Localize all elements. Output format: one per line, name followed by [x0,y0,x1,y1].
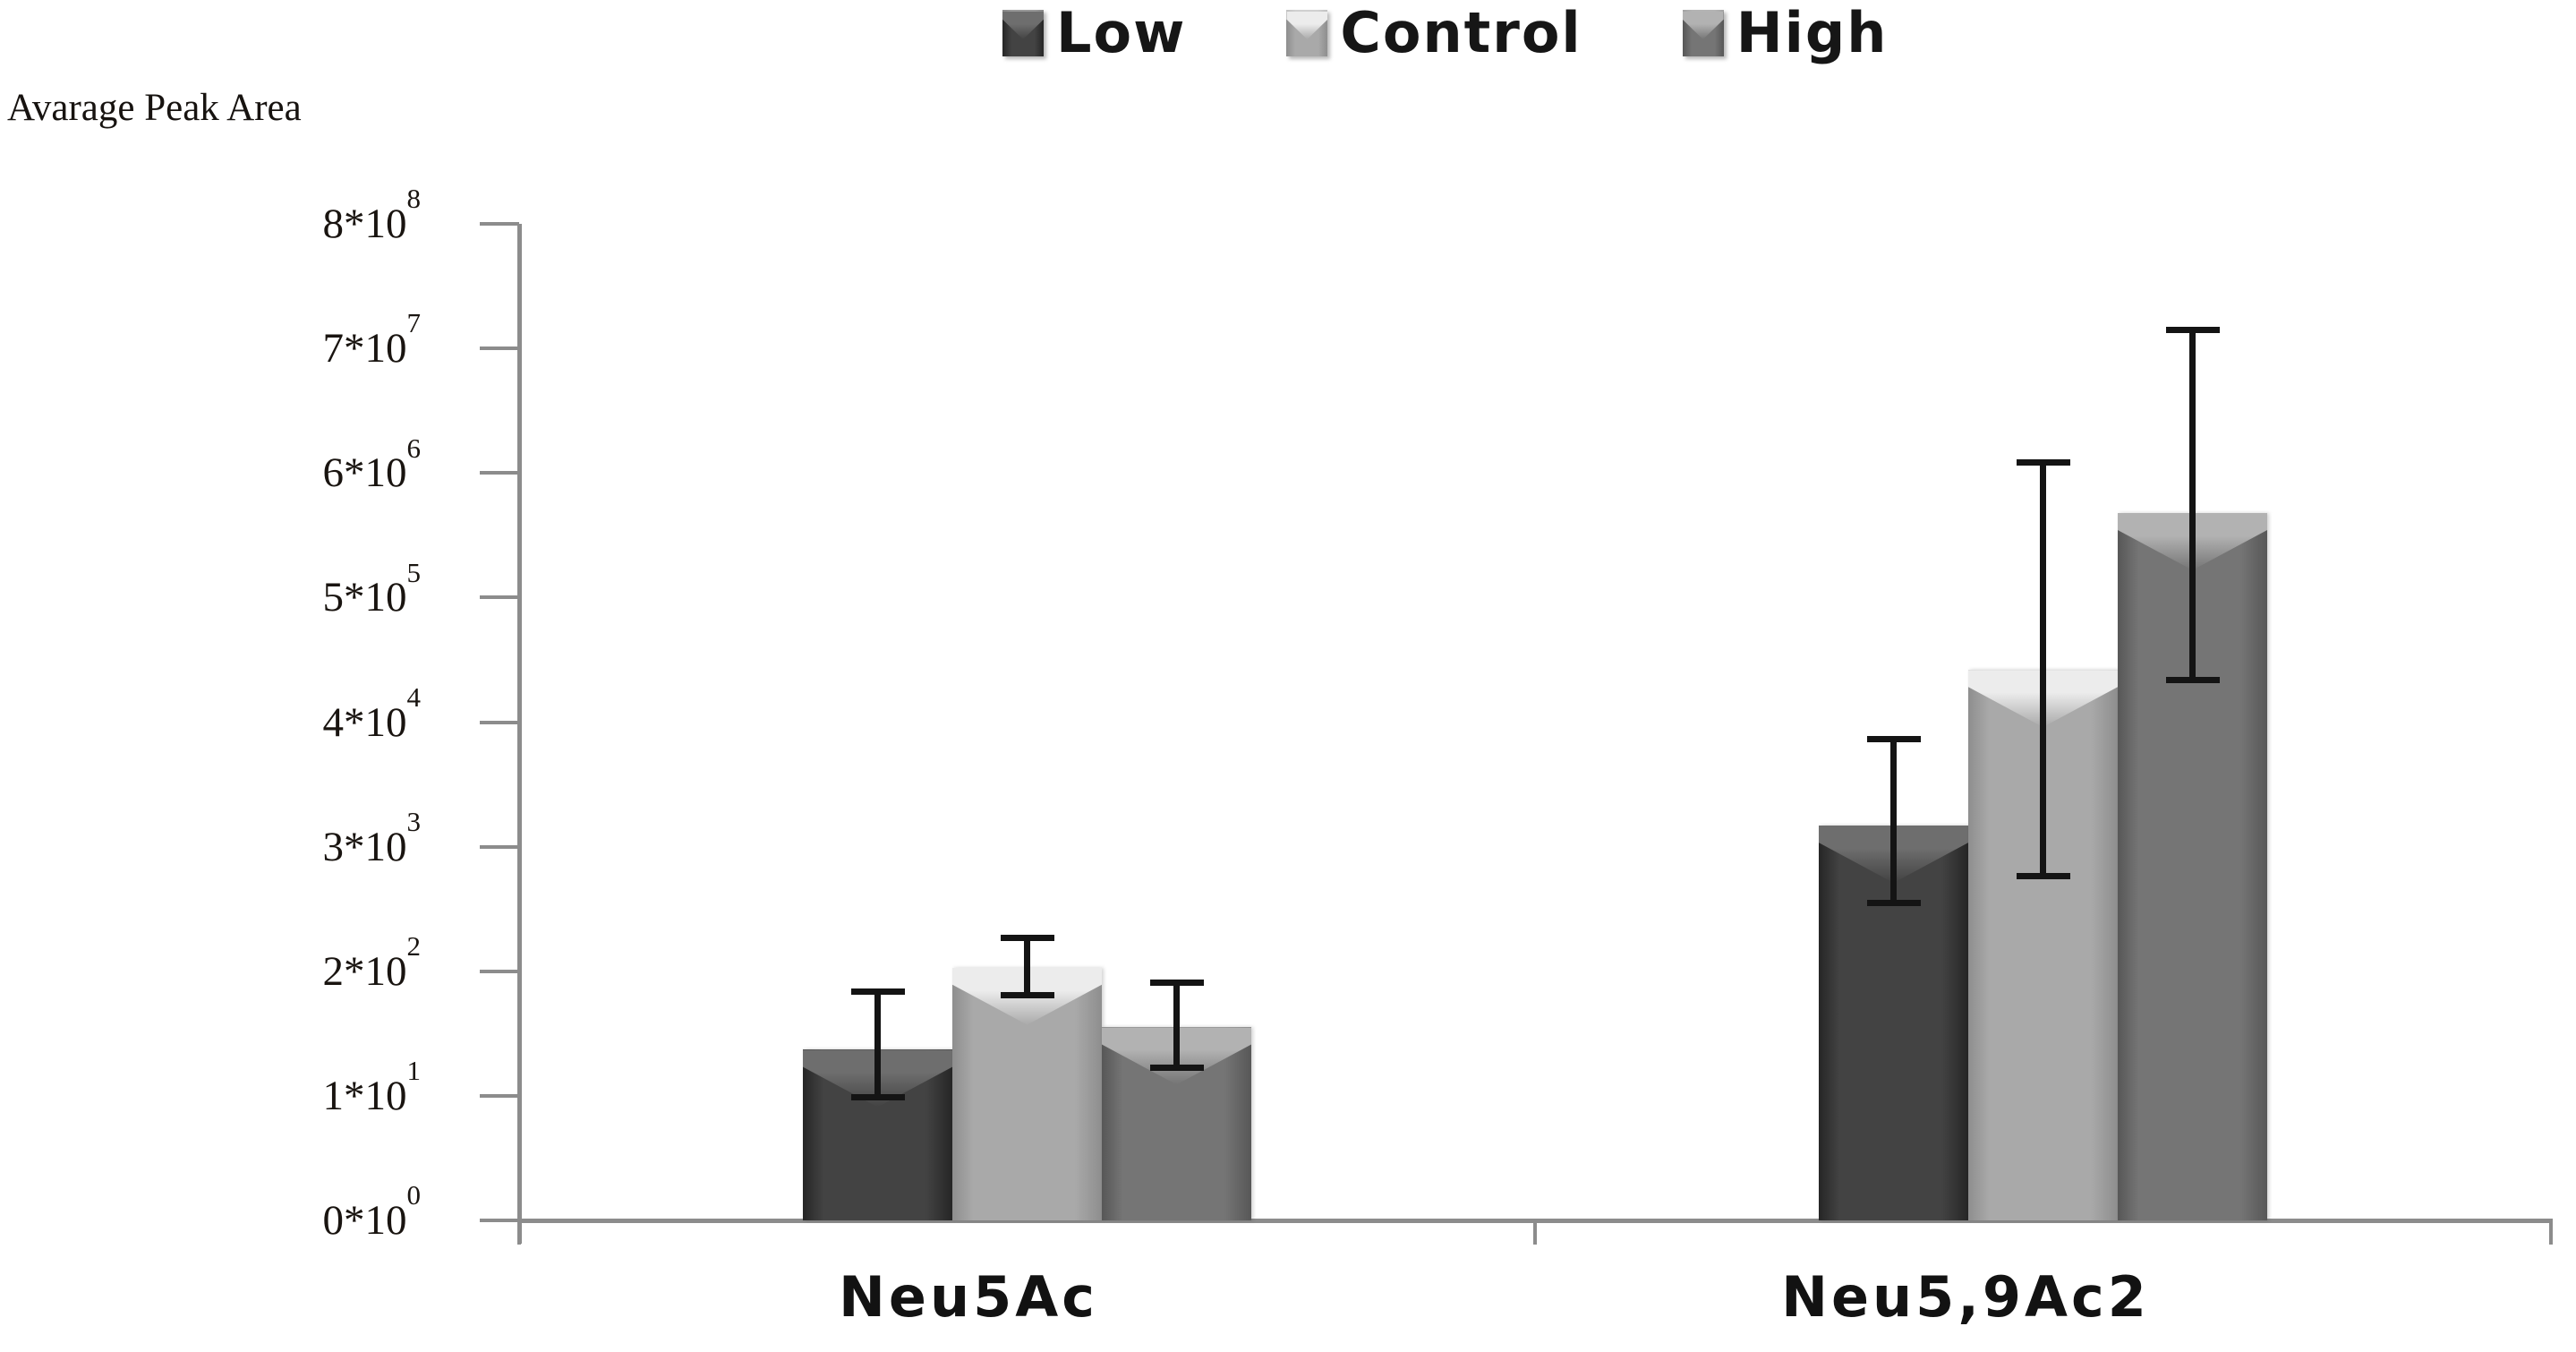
y-axis-title: Avarage Peak Area [7,87,302,129]
error-bar-cap-top [2165,327,2220,334]
error-bar-cap-bottom [1149,1064,1204,1071]
error-bar-line [1890,738,1897,903]
error-bar-cap-top [850,988,905,995]
y-axis-tick [480,969,519,973]
swatch-gloss [1682,12,1724,39]
bar-control-controlneu5ac [952,967,1102,1220]
error-bar-cap-bottom [2016,872,2070,879]
legend-swatch-low [1002,10,1044,56]
legend-item-high: High [1682,0,1889,65]
error-bar-cap-top [2016,458,2070,466]
category-label-neu5ac: Neu5Ac [839,1264,1098,1330]
y-tick-label: 4*104 [322,680,422,746]
y-axis-tick [480,1219,519,1222]
x-axis-tick [2549,1220,2553,1245]
legend-swatch-control [1286,10,1328,56]
y-axis-tick [480,595,519,600]
error-bar-cap-top [1866,735,1921,742]
y-tick-label: 6*106 [322,432,422,497]
y-axis-tick [480,471,519,475]
legend-label-control: Control [1340,0,1582,65]
y-tick-label: 2*102 [322,930,422,995]
error-bar-cap-bottom [2165,677,2220,684]
legend-swatch-high [1682,10,1724,56]
error-bar-line [874,991,881,1098]
error-bar-cap-top [1000,935,1054,942]
y-tick-label: 5*105 [322,556,422,621]
legend: Low Control High [1002,5,1888,61]
y-axis-tick [480,222,519,226]
x-axis-tick [1533,1220,1537,1245]
legend-item-low: Low [1002,5,1186,61]
legend-item-control: Control [1286,5,1582,61]
y-tick-label: 0*100 [322,1179,422,1244]
error-bar-cap-bottom [1000,992,1054,999]
y-axis-tick [480,347,519,351]
y-axis-tick [480,844,519,849]
error-bar-cap-bottom [850,1094,905,1101]
y-axis-tick [480,720,519,724]
y-tick-label: 7*107 [322,307,422,372]
error-bar-line [2189,329,2196,680]
category-label-neu59ac2: Neu5,9Ac2 [1781,1264,2150,1330]
y-axis-tick [480,1093,519,1098]
error-bar-line [1173,982,1180,1067]
legend-label-high: High [1736,0,1889,65]
y-axis-line [517,224,522,1244]
y-tick-label: 8*108 [322,183,422,247]
error-bar-line [2040,461,2046,876]
error-bar-cap-top [1149,980,1204,987]
error-bar-cap-bottom [1866,900,1921,907]
y-tick-label: 3*103 [322,805,422,870]
y-tick-label: 1*101 [322,1055,422,1119]
x-axis-tick [517,1220,521,1245]
legend-label-low: Low [1056,0,1187,65]
error-bar-line [1024,937,1030,996]
swatch-gloss [1002,12,1044,39]
swatch-gloss [1286,12,1328,39]
